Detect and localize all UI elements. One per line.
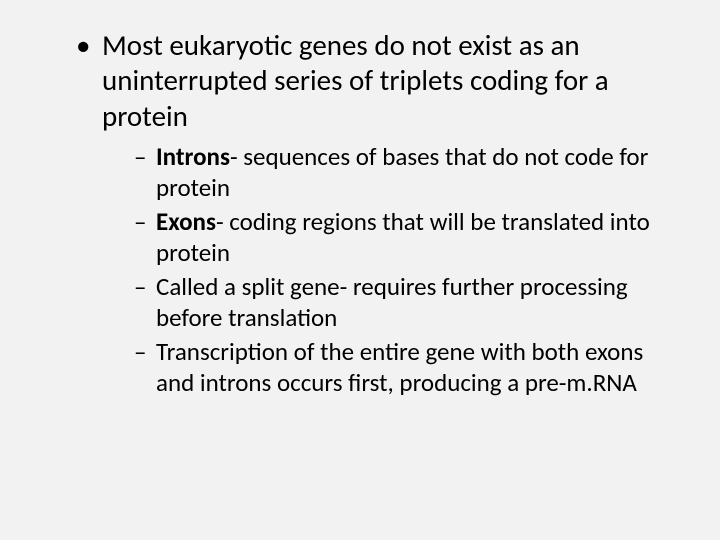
sub-bullet-rest: - sequences of bases that do not code fo… <box>156 141 648 203</box>
sub-bullet-rest: Called a split gene- requires further pr… <box>156 271 628 333</box>
sub-bullet-rest: - coding regions that will be translated… <box>156 206 650 268</box>
bullet-list-level2: Introns- sequences of bases that do not … <box>134 142 672 398</box>
sub-bullet-bold: Introns <box>156 141 230 172</box>
sub-bullet-exons: Exons- coding regions that will be trans… <box>134 207 672 268</box>
sub-bullet-introns: Introns- sequences of bases that do not … <box>134 142 672 203</box>
sub-bullet-rest: Transcription of the entire gene with bo… <box>156 336 643 398</box>
bullet-main-text: Most eukaryotic genes do not exist as an… <box>102 27 609 134</box>
bullet-main: Most eukaryotic genes do not exist as an… <box>76 28 672 398</box>
sub-bullet-transcription: Transcription of the entire gene with bo… <box>134 337 672 398</box>
slide: Most eukaryotic genes do not exist as an… <box>0 0 720 540</box>
bullet-list-level1: Most eukaryotic genes do not exist as an… <box>76 28 672 398</box>
sub-bullet-split-gene: Called a split gene- requires further pr… <box>134 272 672 333</box>
sub-bullet-bold: Exons <box>156 206 216 237</box>
